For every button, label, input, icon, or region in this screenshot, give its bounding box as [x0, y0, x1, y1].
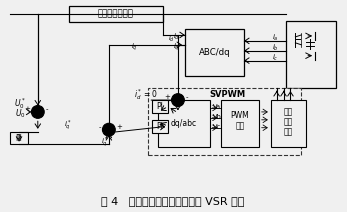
- Text: 隔离: 隔离: [284, 117, 293, 126]
- Text: $i_b$: $i_b$: [272, 43, 279, 53]
- Circle shape: [102, 123, 115, 136]
- Text: $i_q^*$: $i_q^*$: [64, 119, 71, 133]
- Bar: [221, 100, 259, 148]
- Text: ABC/dq: ABC/dq: [198, 48, 230, 57]
- Bar: [271, 100, 306, 148]
- Bar: [152, 100, 168, 113]
- Text: 电路: 电路: [284, 127, 293, 136]
- Text: $i_a$: $i_a$: [272, 33, 279, 43]
- Text: PI: PI: [157, 102, 164, 111]
- Text: Vc: Vc: [212, 124, 221, 130]
- Text: $U_0$: $U_0$: [15, 108, 26, 120]
- Bar: [185, 29, 244, 76]
- Bar: [148, 88, 301, 155]
- Text: $i_q$: $i_q$: [130, 41, 137, 53]
- Text: $i_d$: $i_d$: [168, 34, 175, 44]
- Bar: [287, 21, 336, 88]
- Bar: [158, 100, 210, 148]
- Text: 图 4   基于空间矢量调制的三相 VSR 结构: 图 4 基于空间矢量调制的三相 VSR 结构: [101, 196, 245, 206]
- Text: -: -: [99, 124, 101, 130]
- Text: +: +: [116, 124, 122, 130]
- Text: PI: PI: [16, 134, 23, 143]
- Text: $i_d^*=0$: $i_d^*=0$: [134, 87, 157, 102]
- Circle shape: [171, 94, 184, 106]
- Text: $i_q^*$: $i_q^*$: [101, 135, 109, 150]
- Circle shape: [31, 106, 44, 118]
- Text: PWM: PWM: [231, 111, 249, 120]
- Text: Vb: Vb: [212, 114, 221, 120]
- Text: -: -: [45, 106, 48, 112]
- Text: dq/abc: dq/abc: [171, 119, 197, 128]
- Text: +: +: [165, 94, 170, 100]
- Text: 直流侧输出电压: 直流侧输出电压: [98, 10, 134, 19]
- Text: 驱动: 驱动: [284, 107, 293, 116]
- Text: -: -: [185, 94, 188, 100]
- Text: $i_d$: $i_d$: [173, 32, 180, 42]
- Text: 控制: 控制: [236, 121, 245, 130]
- Text: +: +: [25, 106, 31, 112]
- Bar: [69, 6, 163, 22]
- Bar: [152, 120, 168, 133]
- Text: $i_q$: $i_q$: [173, 41, 180, 53]
- Bar: [10, 132, 28, 145]
- Text: $i_c$: $i_c$: [272, 53, 279, 63]
- Text: PI: PI: [157, 122, 164, 131]
- Text: Va: Va: [212, 104, 221, 110]
- Text: SVPWM: SVPWM: [209, 90, 245, 99]
- Text: $U_0^*$: $U_0^*$: [14, 97, 26, 112]
